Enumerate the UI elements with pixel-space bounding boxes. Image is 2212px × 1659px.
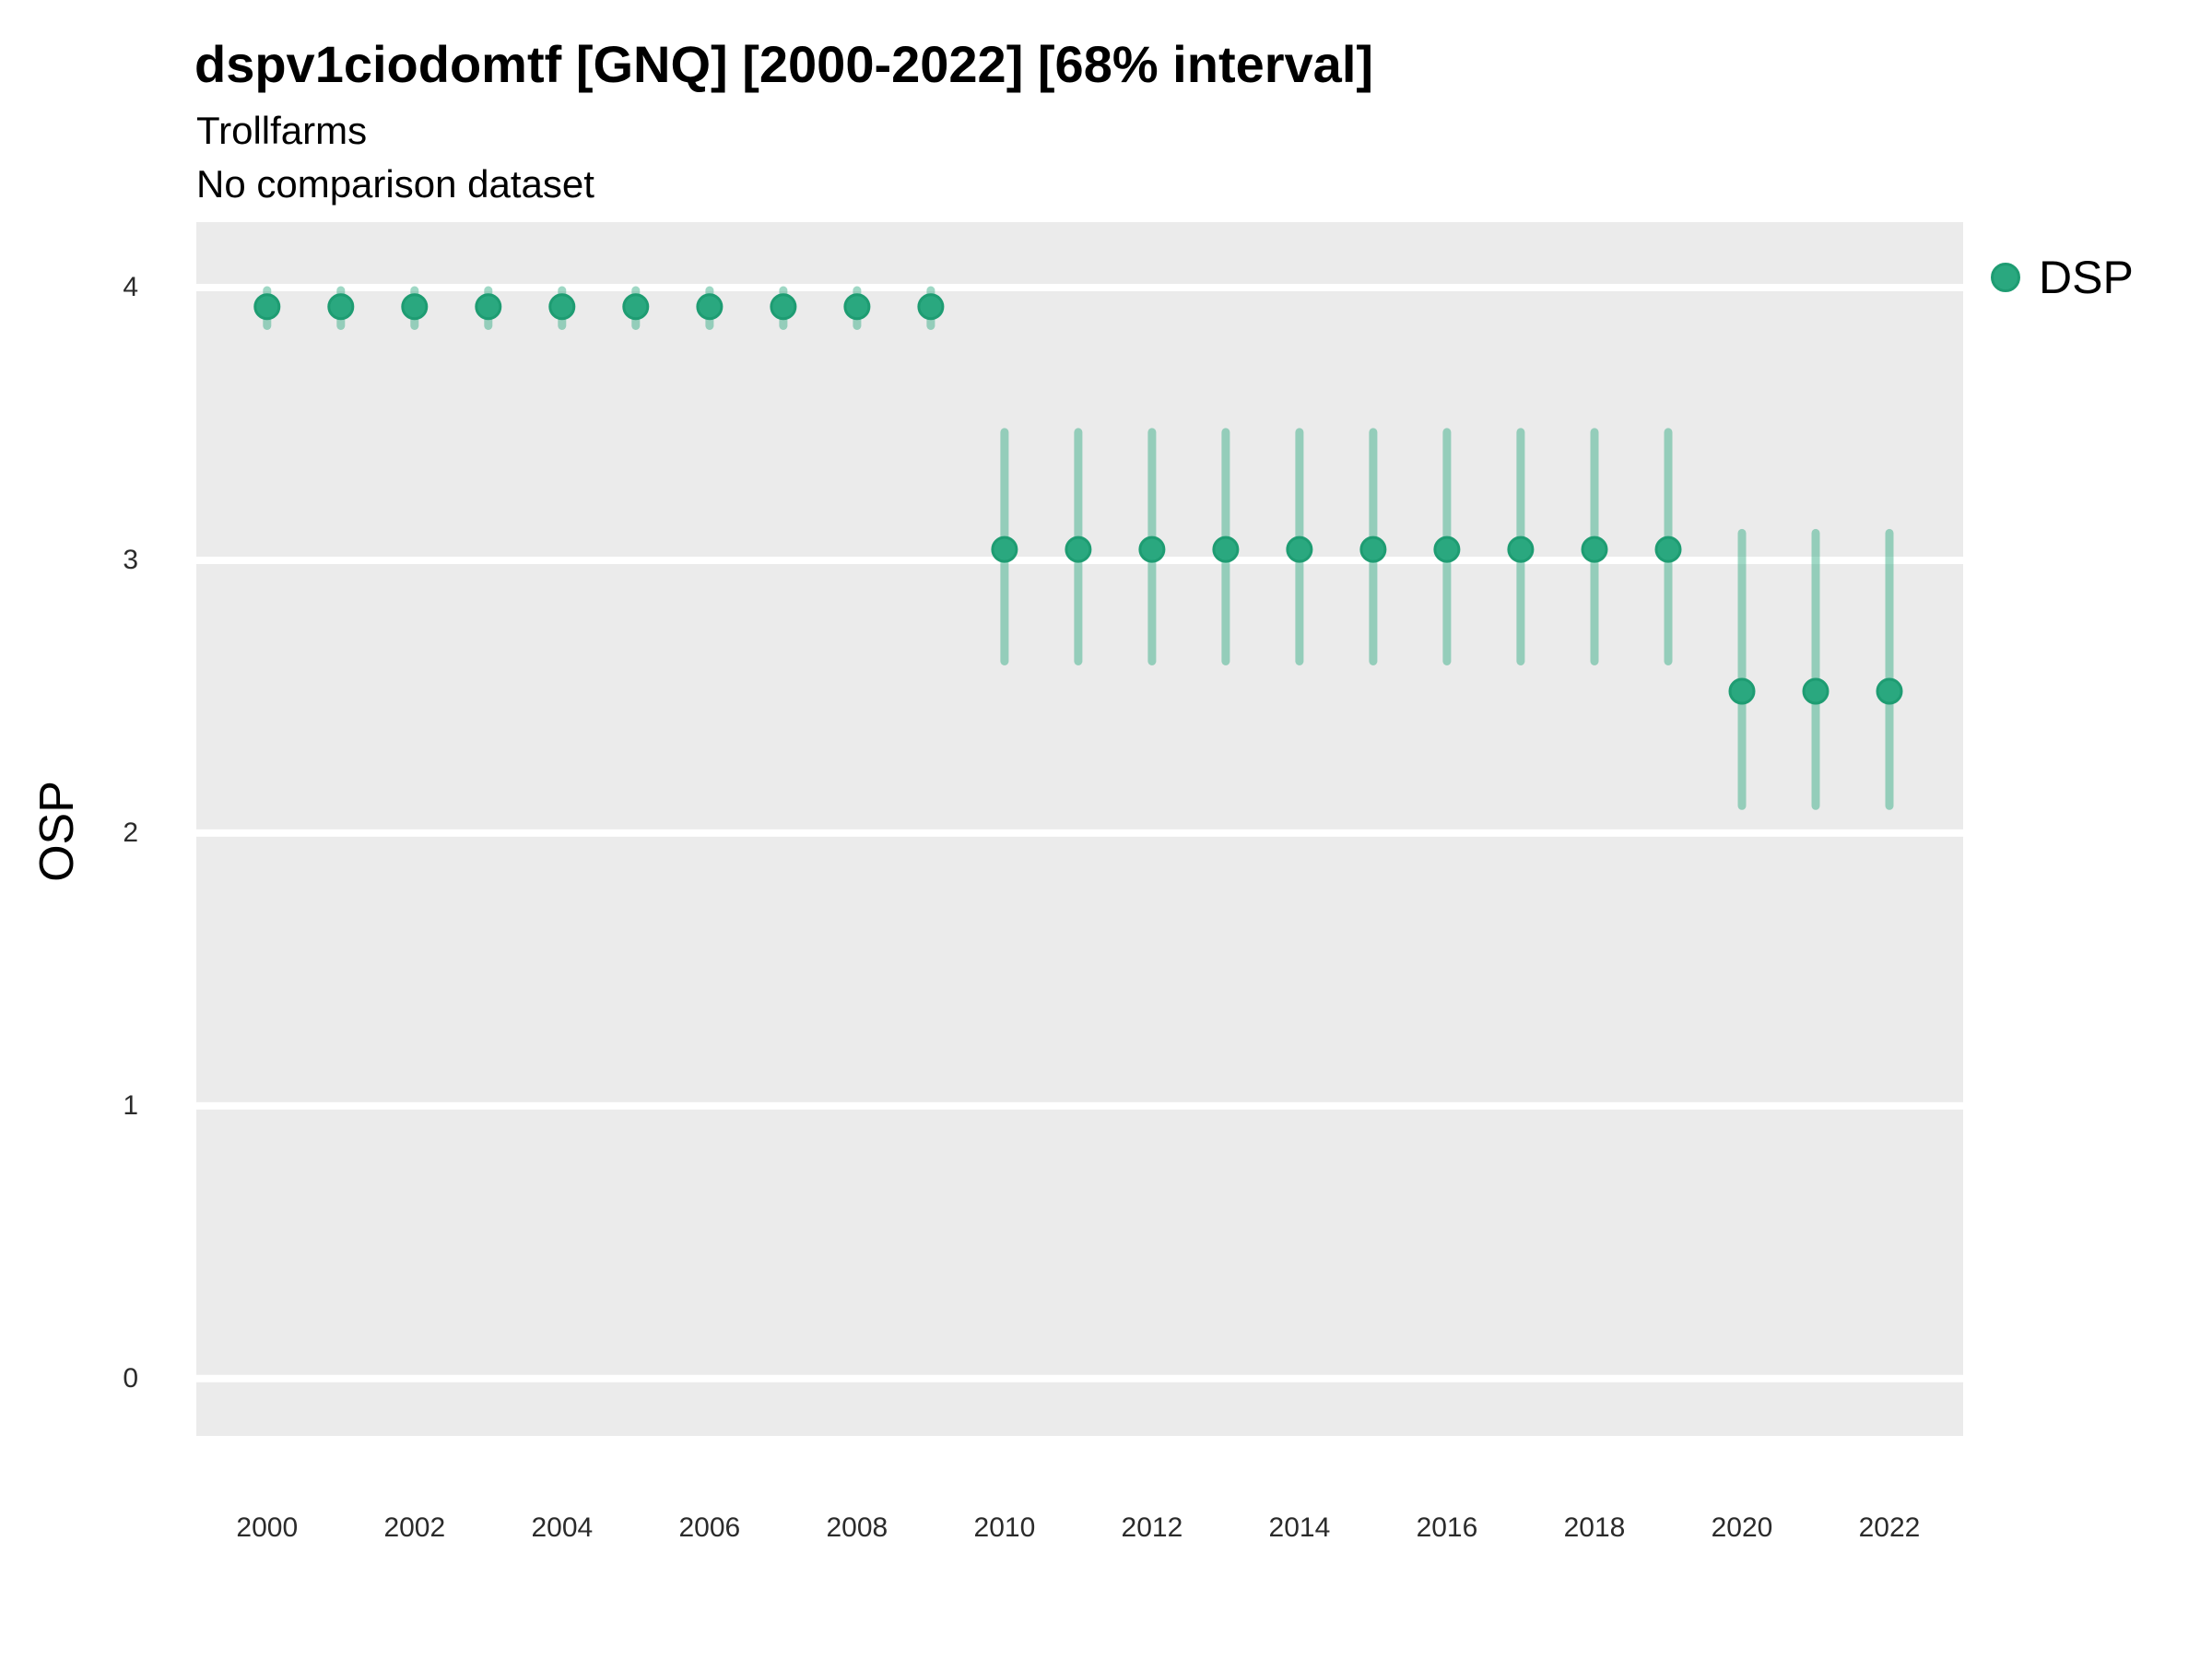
data-point (1138, 535, 1166, 563)
x-tick-label: 2018 (1563, 1512, 1626, 1543)
data-point (1581, 535, 1608, 563)
y-tick-label: 1 (123, 1089, 138, 1121)
y-tick-label: 2 (123, 817, 138, 848)
x-tick-label: 2008 (826, 1512, 888, 1543)
x-tick-label: 2002 (383, 1512, 446, 1543)
x-tick-label: 2000 (236, 1512, 299, 1543)
chart-title: dspv1ciodomtf [GNQ] [2000-2022] [68% int… (194, 35, 1374, 93)
x-tick-label: 2022 (1858, 1512, 1921, 1543)
x-tick-label: 2010 (973, 1512, 1036, 1543)
legend-label: DSP (2039, 252, 2134, 303)
x-tick-label: 2020 (1711, 1512, 1773, 1543)
data-point (696, 293, 724, 321)
data-point (1507, 535, 1535, 563)
data-point (1212, 535, 1240, 563)
data-point (1802, 677, 1830, 705)
chart-subtitle: Trollfarms (196, 109, 368, 152)
data-point (1359, 535, 1387, 563)
data-point (770, 293, 797, 321)
x-tick-label: 2004 (531, 1512, 594, 1543)
x-tick-label: 2006 (678, 1512, 741, 1543)
data-point (622, 293, 650, 321)
comparison-note: No comparison dataset (196, 162, 594, 206)
y-tick-label: 4 (123, 272, 138, 303)
x-tick-label: 2014 (1268, 1512, 1331, 1543)
data-point (917, 293, 945, 321)
data-point (1654, 535, 1682, 563)
data-point (401, 293, 429, 321)
data-point (1876, 677, 1903, 705)
data-point (548, 293, 576, 321)
y-tick-label: 3 (123, 544, 138, 575)
y-axis-title: OSP (30, 781, 84, 882)
data-point (1065, 535, 1092, 563)
data-point (1433, 535, 1461, 563)
legend: DSP (1991, 251, 2134, 304)
x-tick-label: 2016 (1416, 1512, 1478, 1543)
data-point (991, 535, 1018, 563)
data-point (1286, 535, 1313, 563)
data-point (843, 293, 871, 321)
legend-point-icon (1991, 263, 2020, 292)
data-point (475, 293, 502, 321)
y-tick-label: 0 (123, 1362, 138, 1394)
plot-panel (196, 222, 1963, 1436)
data-point (327, 293, 355, 321)
data-point (1728, 677, 1756, 705)
plot-area (196, 284, 1963, 1382)
data-point (253, 293, 281, 321)
x-tick-label: 2012 (1121, 1512, 1183, 1543)
